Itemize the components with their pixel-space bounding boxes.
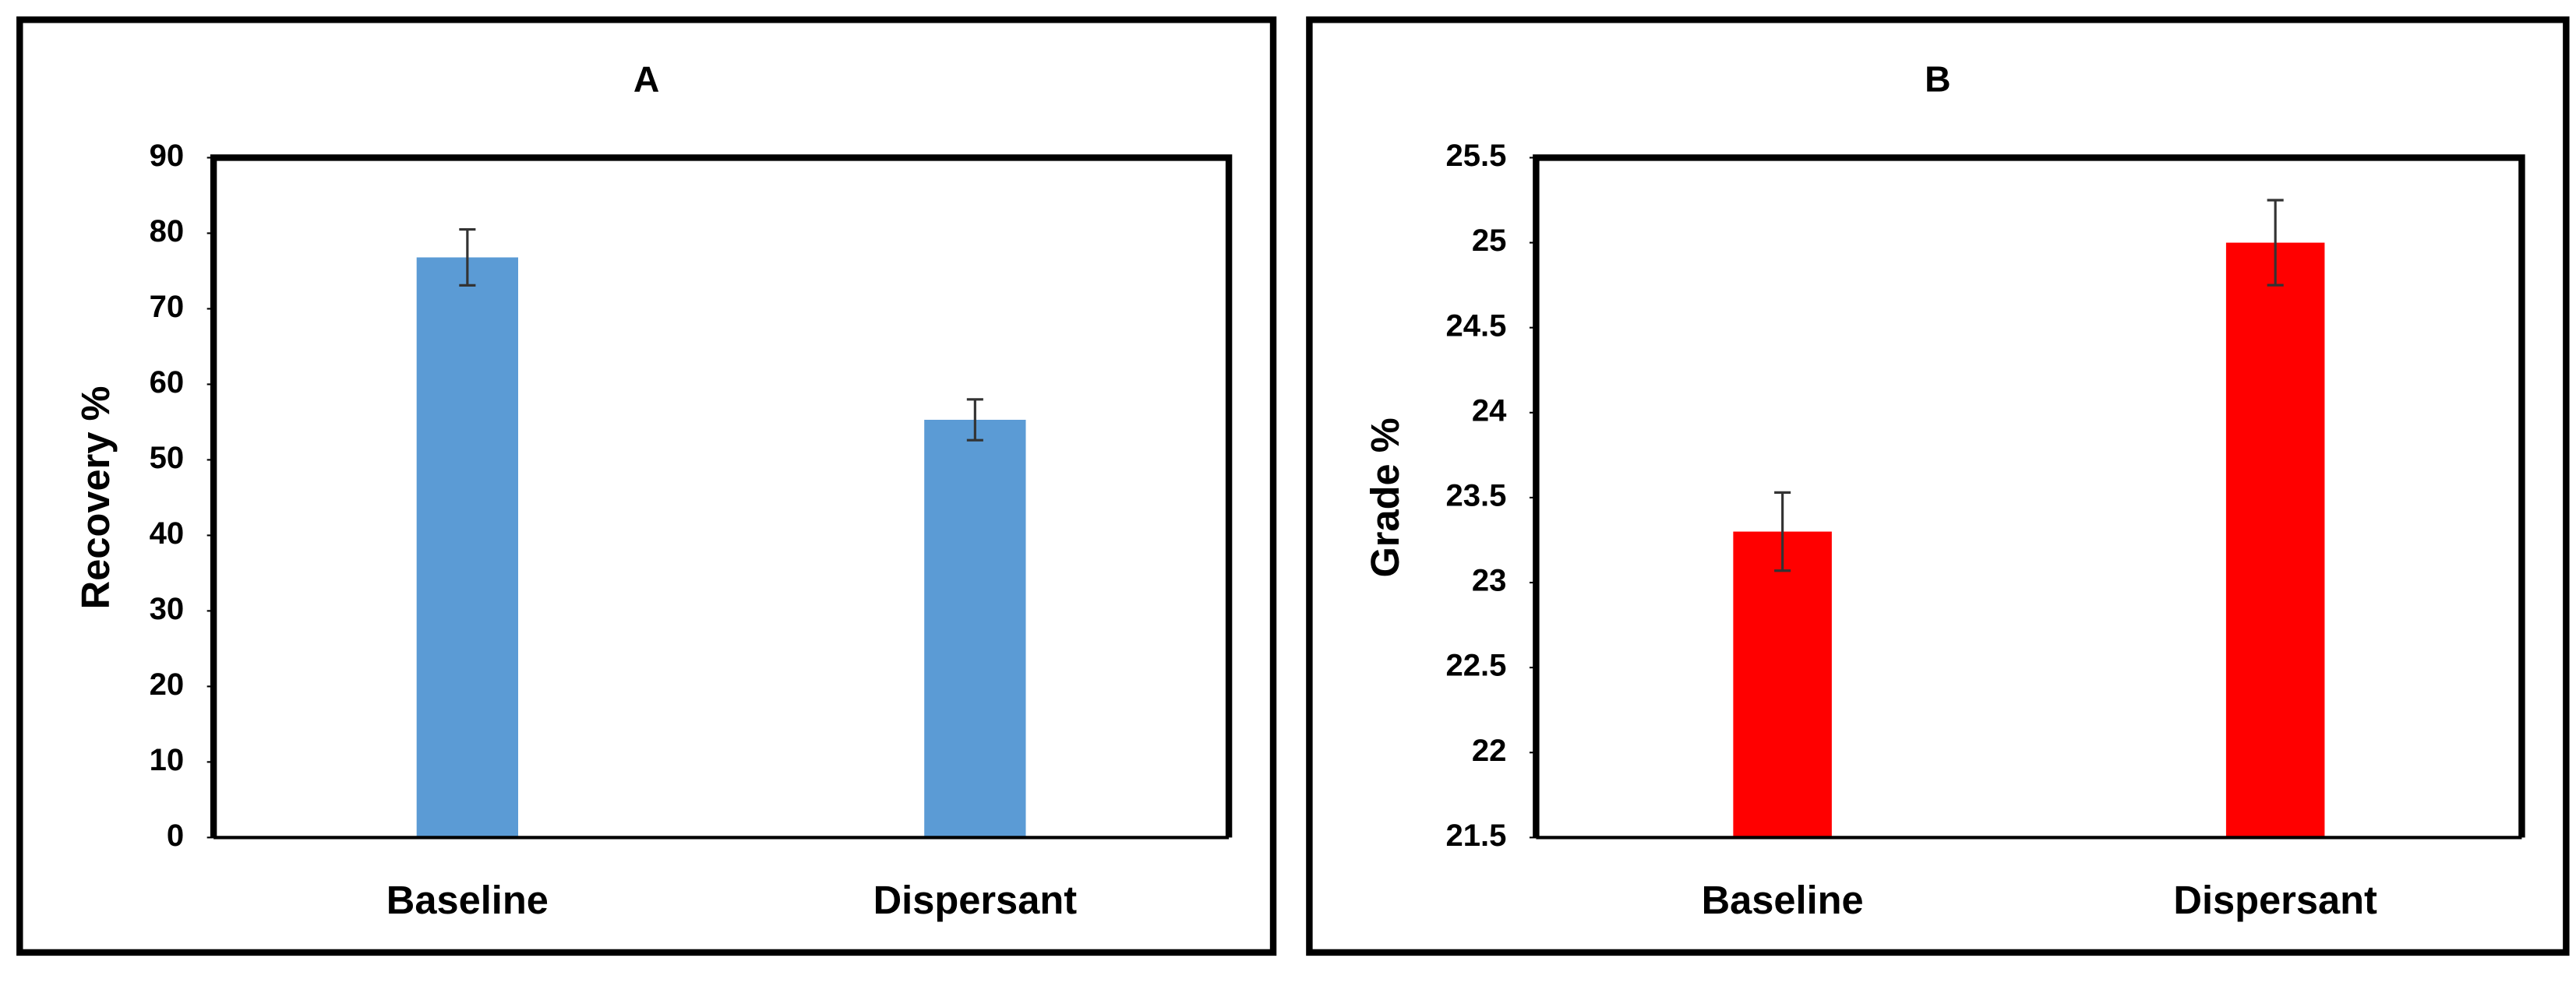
x-tick-label: Baseline <box>1702 878 1864 922</box>
y-tick-label: 50 <box>150 441 185 475</box>
y-tick-label: 30 <box>150 592 185 626</box>
y-tick-label: 24.5 <box>1445 308 1506 343</box>
y-tick-label: 60 <box>150 365 185 400</box>
plot-border <box>210 154 1233 838</box>
y-tick-label: 22 <box>1472 734 1507 768</box>
y-tick-label: 25.5 <box>1445 139 1506 173</box>
y-tick-label: 40 <box>150 516 185 551</box>
plot-border <box>1533 154 2525 838</box>
y-tick-label: 25 <box>1472 224 1507 258</box>
y-tick-label: 23.5 <box>1445 478 1506 512</box>
y-tick-label: 80 <box>150 214 185 248</box>
panel-border <box>16 16 1277 956</box>
error-bar <box>2267 199 2284 287</box>
y-axis-label: Recovery % <box>73 386 118 609</box>
chart-title: B <box>1925 59 1951 100</box>
y-tick-label: 21.5 <box>1445 819 1506 853</box>
y-tick-label: 24 <box>1472 393 1507 428</box>
bar <box>1733 531 1832 838</box>
y-tick-label: 70 <box>150 290 185 324</box>
y-tick-label: 90 <box>150 139 185 173</box>
bar <box>2225 242 2325 838</box>
y-tick-label: 10 <box>150 743 185 777</box>
error-bar <box>459 228 476 287</box>
y-tick-label: 22.5 <box>1445 649 1506 683</box>
error-bar <box>966 398 983 442</box>
y-axis-label: Grade % <box>1363 417 1407 577</box>
chart-title: A <box>633 59 659 100</box>
bar <box>416 257 518 838</box>
y-tick-label: 20 <box>150 667 185 702</box>
error-bar <box>1774 491 1791 572</box>
panel-border <box>1306 16 2570 956</box>
y-tick-label: 0 <box>167 819 184 853</box>
x-tick-label: Dispersant <box>873 878 1078 922</box>
y-tick-label: 23 <box>1472 564 1507 598</box>
x-tick-label: Baseline <box>386 878 549 922</box>
x-tick-label: Dispersant <box>2173 878 2377 922</box>
bar <box>924 420 1026 838</box>
